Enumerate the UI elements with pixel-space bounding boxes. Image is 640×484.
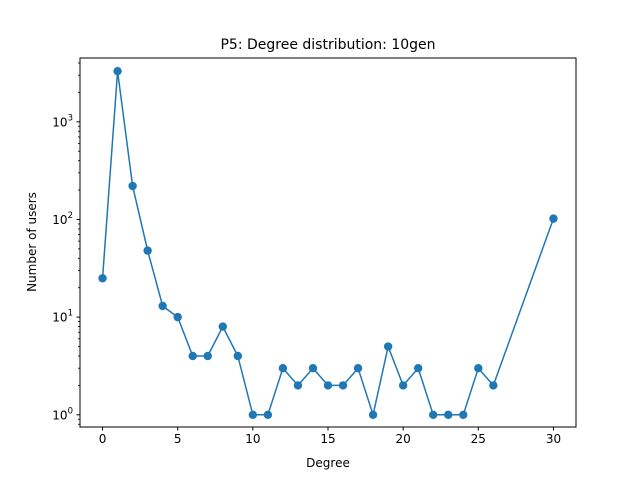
data-point — [128, 181, 137, 191]
data-point — [429, 410, 438, 419]
x-tick-label: 30 — [546, 432, 561, 446]
data-point — [398, 381, 408, 390]
y-tick-label: 101 — [52, 309, 73, 325]
data-point — [143, 246, 152, 255]
x-tick-label: 5 — [174, 432, 182, 446]
chart-title: P5: Degree distribution: 10gen — [220, 37, 435, 53]
data-point — [173, 312, 182, 322]
data-point — [248, 410, 258, 419]
x-tick-label: 10 — [245, 432, 260, 446]
series-layer — [98, 66, 558, 419]
data-point — [278, 364, 288, 373]
data-point — [218, 322, 227, 331]
data-point — [158, 301, 167, 311]
data-point — [368, 410, 378, 419]
data-point — [98, 274, 107, 283]
data-point — [413, 364, 423, 373]
y-tick-label: 103 — [52, 113, 73, 129]
data-point — [233, 351, 243, 361]
data-point — [113, 66, 122, 76]
data-point — [383, 342, 393, 351]
data-point — [323, 381, 333, 390]
data-point — [308, 364, 318, 373]
data-point — [549, 214, 558, 223]
data-point — [444, 410, 453, 419]
x-tick-label: 15 — [320, 432, 335, 446]
series-line — [101, 70, 555, 416]
x-tick-label: 25 — [471, 432, 486, 446]
data-point — [474, 364, 483, 373]
data-point — [203, 351, 212, 361]
x-tick-label: 20 — [396, 432, 411, 446]
y-tick-label: 100 — [52, 406, 73, 422]
axis-ticks: 0 5 10 15 20 25 30 100 101 102 103 — [52, 62, 561, 446]
data-point — [459, 410, 468, 419]
data-point — [338, 381, 348, 390]
data-point — [489, 381, 498, 390]
x-tick-label: 0 — [99, 432, 107, 446]
y-axis-label: Number of users — [25, 192, 39, 292]
x-axis-label: Degree — [306, 456, 350, 470]
data-point — [353, 364, 363, 373]
plot-frame — [79, 57, 577, 428]
y-tick-label: 102 — [52, 211, 73, 227]
data-point — [263, 410, 273, 419]
data-point — [188, 351, 197, 361]
data-point — [293, 381, 303, 390]
